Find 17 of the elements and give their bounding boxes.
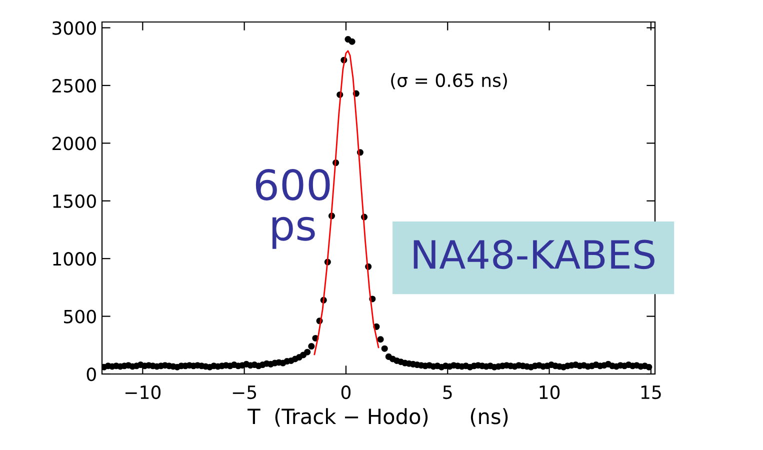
y-tick-label: 2000: [52, 136, 96, 150]
y-tick-label: 1000: [53, 252, 96, 266]
x-tick-label: −10: [126, 385, 161, 400]
x-tick-label: 10: [540, 385, 560, 400]
annotation: 600 ps: [256, 168, 330, 249]
x-tick-label: 0: [341, 385, 351, 400]
y-tick-label: 1500: [53, 194, 96, 208]
y-tick-label: 2500: [52, 78, 96, 93]
x-axis-title: T (Track − Hodo) (ns): [248, 408, 508, 427]
x-tick-label: 5: [443, 386, 452, 400]
x-tick-label: −5: [232, 386, 256, 400]
annotation: NA48-KABES: [414, 240, 654, 270]
y-tick-label: 500: [64, 310, 96, 324]
x-tick-label: 15: [641, 386, 661, 400]
y-tick-label: 3000: [52, 21, 96, 35]
annotation: (σ = 0.65 ns): [391, 73, 507, 90]
y-tick-label: 0: [86, 367, 96, 382]
